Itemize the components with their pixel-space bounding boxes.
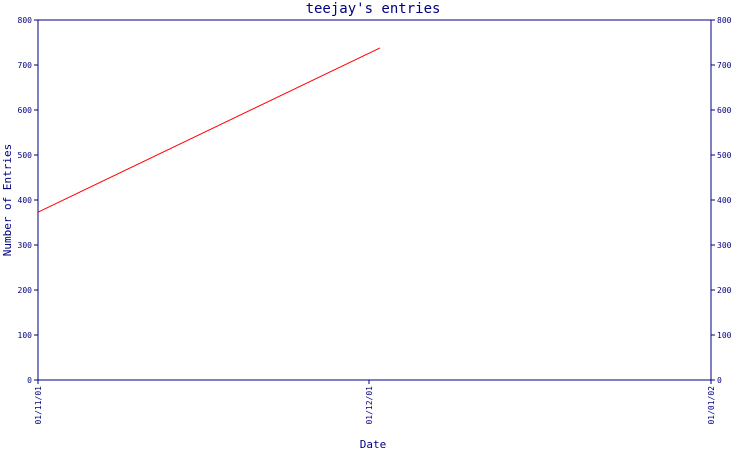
y-axis-title: Number of Entries <box>1 144 14 257</box>
y-tick-label-right: 800 <box>717 16 732 25</box>
series-layer <box>37 47 381 213</box>
y-tick-label-left: 500 <box>18 151 33 160</box>
x-axis-title: Date <box>360 438 387 450</box>
y-axis-right: 0 100 200 300 400 500 600 700 800 <box>711 16 732 385</box>
y-tick-label-left: 0 <box>27 376 32 385</box>
x-tick-label: 01/12/01 <box>365 386 374 425</box>
y-tick-label-left: 200 <box>18 286 33 295</box>
y-tick-label-left: 400 <box>18 196 33 205</box>
y-tick-label-right: 500 <box>717 151 732 160</box>
y-tick-label-right: 200 <box>717 286 732 295</box>
x-tick-label: 01/01/02 <box>707 386 716 425</box>
plot-area <box>37 19 712 381</box>
series-line <box>37 47 381 213</box>
y-tick-label-left: 600 <box>18 106 33 115</box>
y-tick-label-left: 700 <box>18 61 33 70</box>
y-tick-label-left: 300 <box>18 241 33 250</box>
y-axis-left: 0 100 200 300 400 500 600 700 800 <box>18 16 38 385</box>
y-tick-label-left: 800 <box>18 16 33 25</box>
x-tick-label: 01/11/01 <box>34 386 43 425</box>
x-axis: 01/11/01 01/12/01 01/01/02 <box>34 380 716 425</box>
y-tick-label-right: 100 <box>717 331 732 340</box>
y-tick-label-right: 600 <box>717 106 732 115</box>
y-tick-label-right: 400 <box>717 196 732 205</box>
chart-title: teejay's entries <box>306 1 441 17</box>
y-tick-label-right: 0 <box>717 376 722 385</box>
y-tick-label-left: 100 <box>18 331 33 340</box>
y-tick-label-right: 700 <box>717 61 732 70</box>
y-tick-label-right: 300 <box>717 241 732 250</box>
